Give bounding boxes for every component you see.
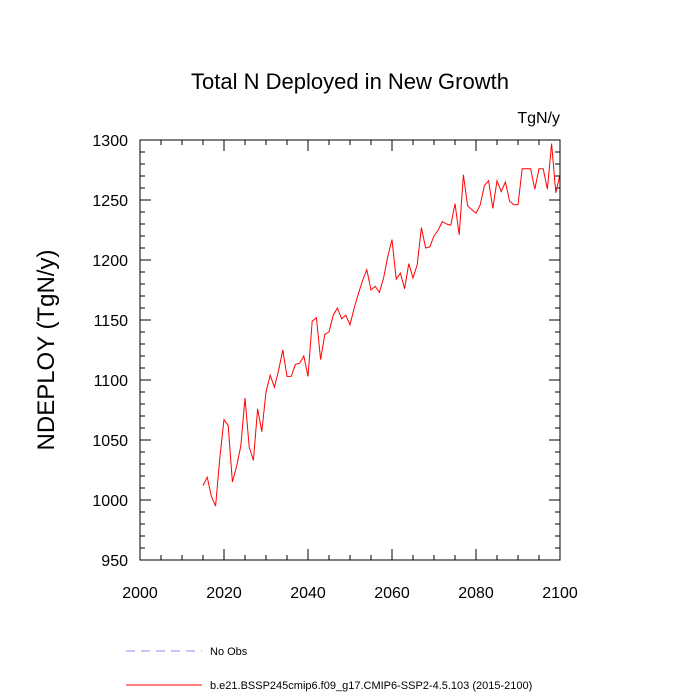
y-tick-label: 1150 <box>94 313 129 330</box>
chart-title: Total N Deployed in New Growth <box>191 69 509 94</box>
y-axis-label: NDEPLOY (TgN/y) <box>33 250 60 451</box>
plot-frame <box>139 139 561 561</box>
legend-entry-label: b.e21.BSSP245cmip6.f09_g17.CMIP6-SSP2-4.… <box>210 680 532 692</box>
x-tick-label: 2100 <box>542 585 578 602</box>
legend-entry-label: No Obs <box>210 646 248 658</box>
x-tick-label: 2000 <box>122 585 158 602</box>
x-tick-label: 2020 <box>206 585 242 602</box>
y-tick-label: 1100 <box>94 373 129 390</box>
series-line <box>202 143 561 507</box>
y-tick-label: 1050 <box>92 433 128 450</box>
axis-ticks <box>139 139 561 561</box>
x-tick-label: 2040 <box>290 585 326 602</box>
units-label: TgN/y <box>517 110 560 127</box>
x-tick-label: 2080 <box>458 585 494 602</box>
legend: No Obs b.e21.BSSP245cmip6.f09_g17.CMIP6-S… <box>126 646 532 692</box>
y-tick-label: 1000 <box>92 493 128 510</box>
y-tick-label: 1250 <box>92 193 128 210</box>
y-tick-label: 1300 <box>92 133 128 150</box>
series-lines <box>202 143 561 507</box>
y-tick-label: 1200 <box>92 253 128 270</box>
y-tick-label: 950 <box>101 553 128 570</box>
axis-tick-labels: 2000 2020 2040 2060 2080 2100 950 1000 1050 1100 1… <box>92 133 577 602</box>
x-tick-label: 2060 <box>374 585 410 602</box>
